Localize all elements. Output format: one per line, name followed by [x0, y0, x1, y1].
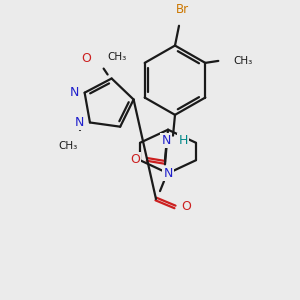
Text: N: N: [161, 134, 171, 147]
Text: N: N: [75, 116, 84, 129]
Text: N: N: [69, 86, 79, 99]
Text: O: O: [82, 52, 92, 65]
Text: H: H: [178, 134, 188, 147]
Text: O: O: [130, 153, 140, 166]
Text: CH₃: CH₃: [108, 52, 127, 62]
Text: O: O: [181, 200, 191, 213]
Text: Br: Br: [176, 3, 189, 16]
Text: N: N: [163, 167, 173, 180]
Text: CH₃: CH₃: [233, 56, 253, 66]
Text: CH₃: CH₃: [58, 141, 78, 151]
